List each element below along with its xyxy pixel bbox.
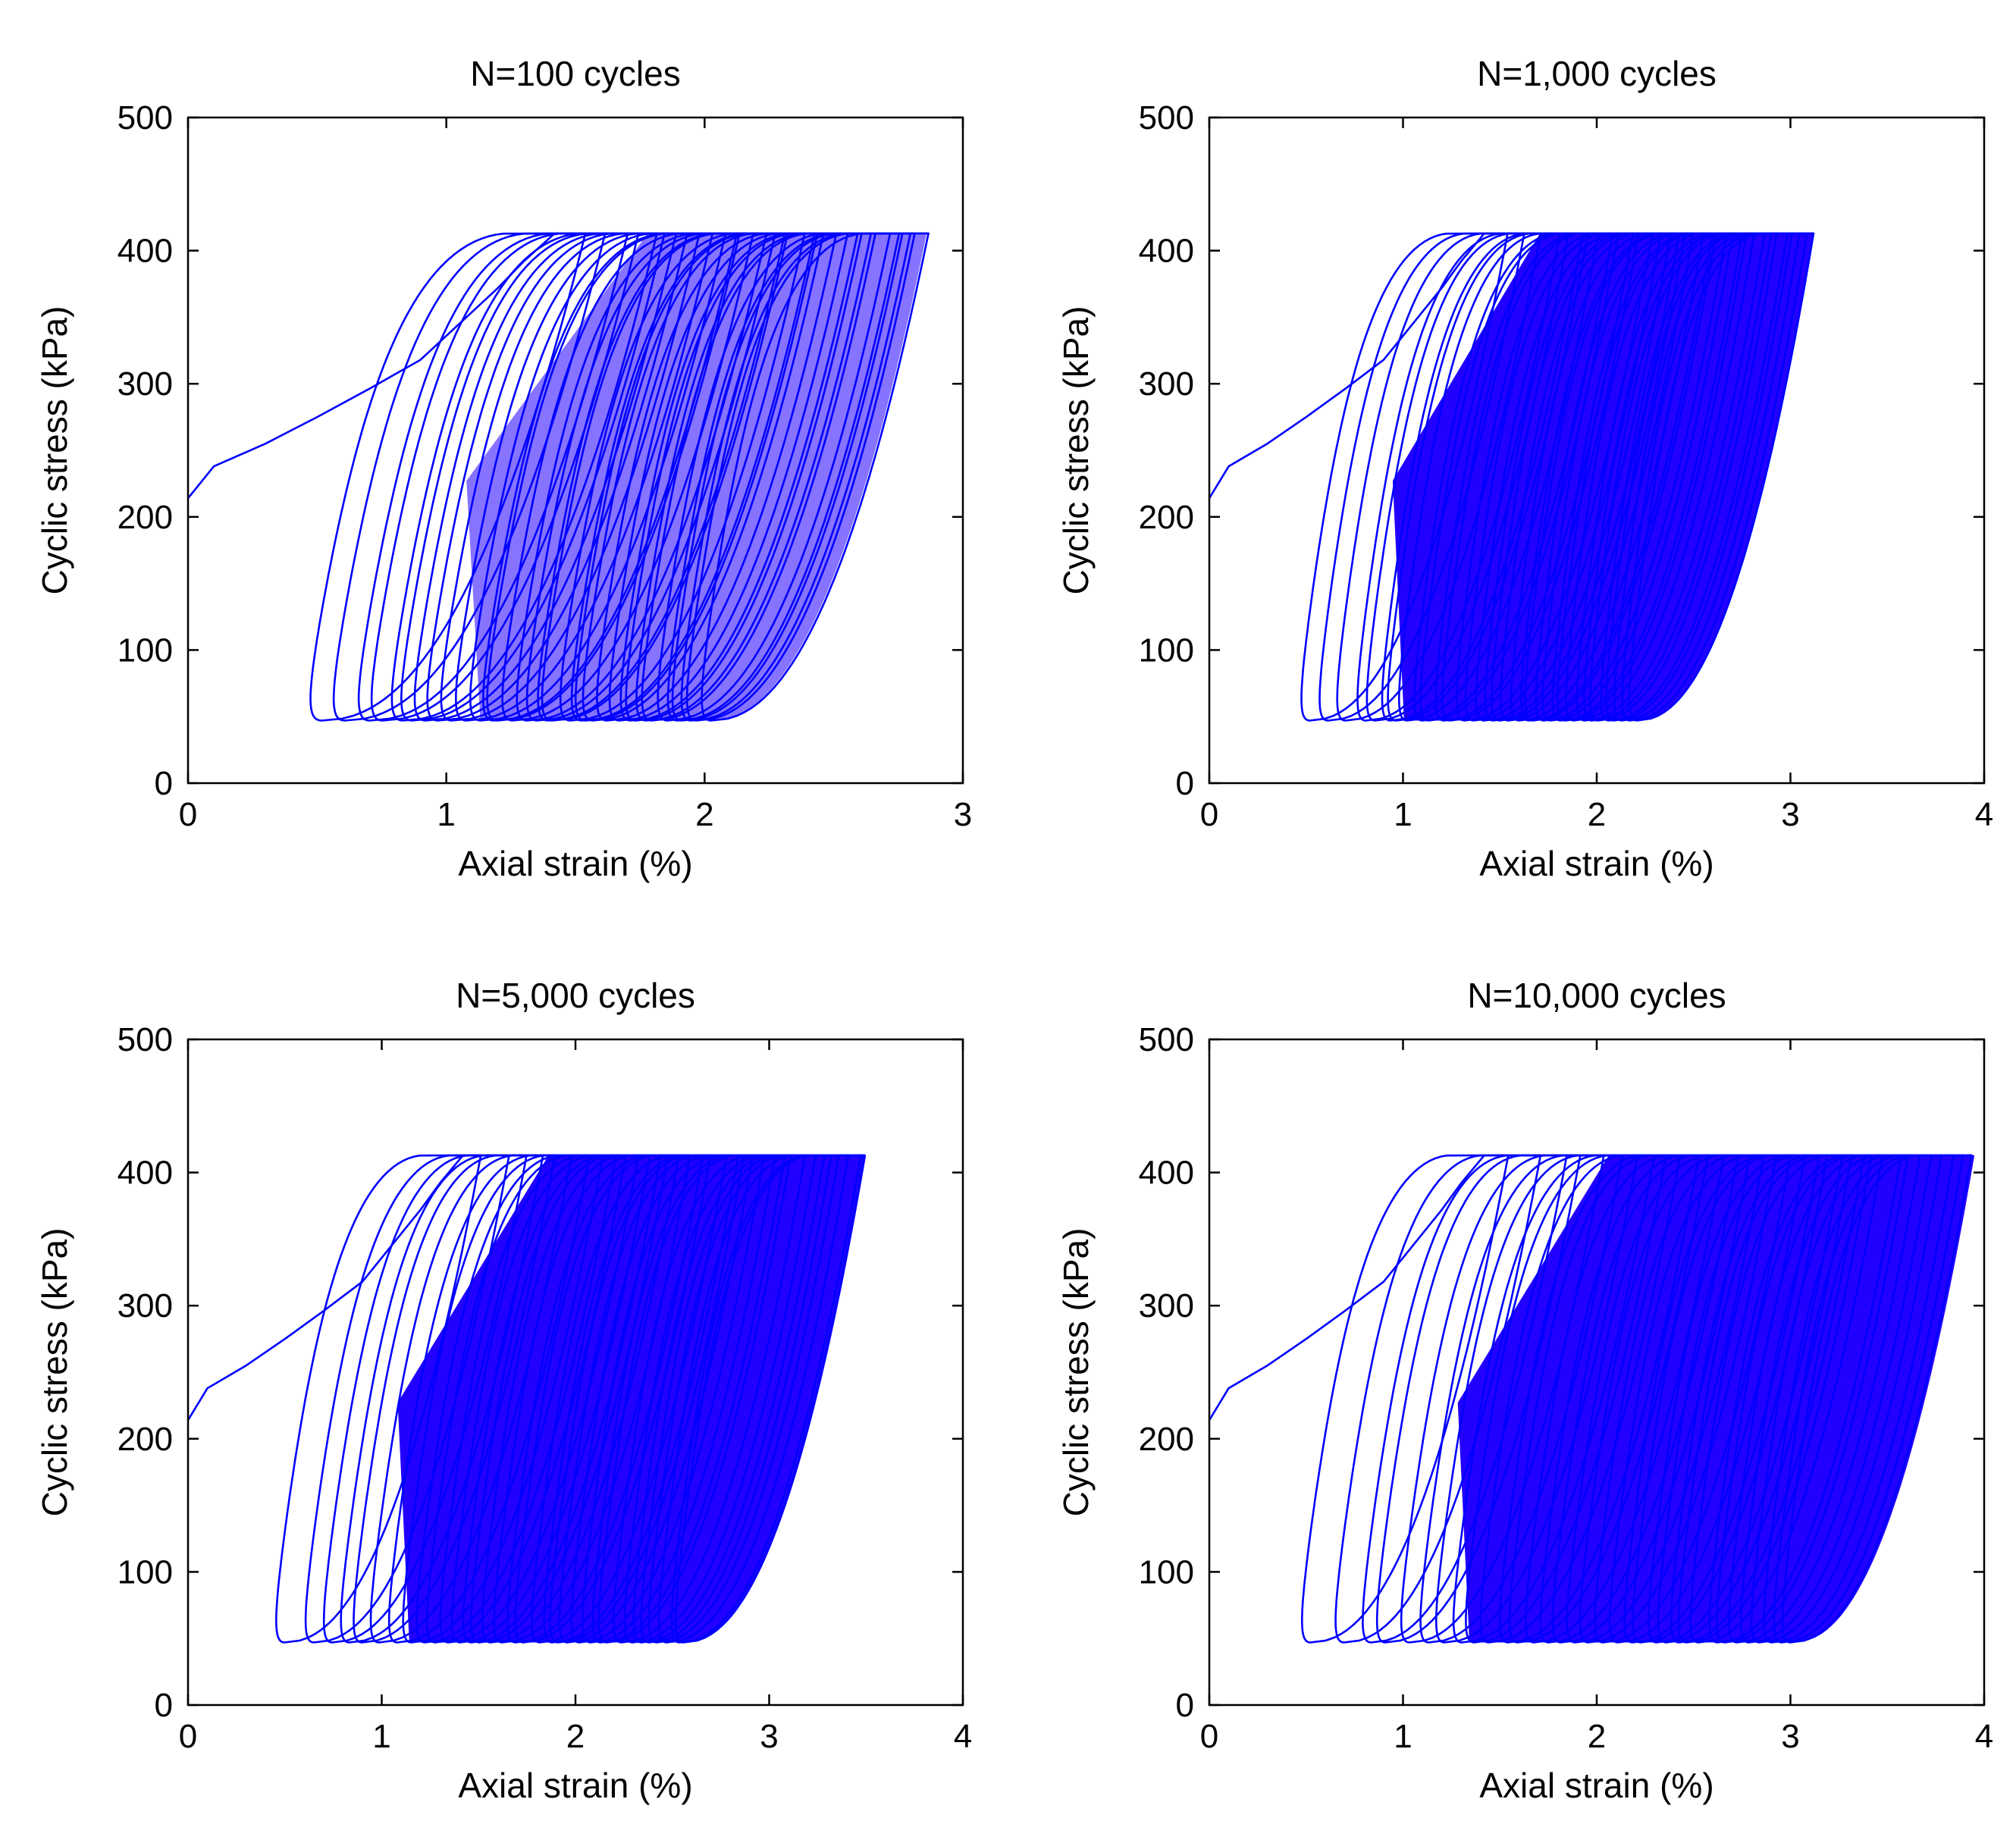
x-tick-label: 1 bbox=[437, 796, 455, 833]
initial-loading-curve bbox=[188, 232, 556, 500]
y-axis-label: Cyclic stress (kPa) bbox=[1056, 1228, 1096, 1517]
x-tick-label: 3 bbox=[954, 796, 972, 833]
x-tick-label: 4 bbox=[954, 1718, 972, 1755]
y-tick-label: 100 bbox=[1139, 632, 1194, 669]
y-tick-label: 500 bbox=[118, 99, 173, 136]
y-tick-label: 200 bbox=[1139, 1421, 1194, 1458]
x-tick-label: 2 bbox=[695, 796, 713, 833]
hysteresis-loop bbox=[1628, 232, 1815, 722]
chart-svg: 0 1 2 3 4 0 100 200 300 400 500 N=5,000 cycles Axial… bbox=[35, 976, 972, 1805]
x-tick-label: 4 bbox=[1975, 796, 1993, 833]
x-tick-label: 2 bbox=[1588, 796, 1606, 833]
y-tick-label: 500 bbox=[1139, 99, 1194, 136]
initial-loading-curve bbox=[188, 1154, 464, 1421]
y-tick-label: 400 bbox=[118, 233, 173, 270]
x-tick-label: 2 bbox=[566, 1718, 585, 1755]
plot-area bbox=[188, 232, 930, 722]
y-tick-label: 300 bbox=[118, 365, 173, 403]
chart-panel-n10000: 0 1 2 3 4 0 100 200 300 400 500 N=10,000 cycles Axia… bbox=[1056, 976, 1993, 1805]
chart-svg: 0 1 2 3 4 0 100 200 300 400 500 N=1,000 cycles Axial… bbox=[1056, 54, 1993, 883]
initial-loading-curve bbox=[1209, 1154, 1485, 1421]
x-tick-label: 0 bbox=[179, 796, 197, 833]
y-tick-label: 400 bbox=[118, 1155, 173, 1192]
chart-title: N=5,000 cycles bbox=[456, 976, 695, 1015]
y-tick-label: 0 bbox=[155, 1687, 173, 1724]
y-tick-label: 300 bbox=[118, 1287, 173, 1324]
y-tick-label: 100 bbox=[1139, 1553, 1194, 1591]
plot-area bbox=[1209, 232, 1815, 722]
y-tick-label: 500 bbox=[118, 1021, 173, 1058]
y-tick-label: 300 bbox=[1139, 365, 1194, 403]
y-tick-label: 400 bbox=[1139, 1155, 1194, 1192]
x-tick-label: 3 bbox=[1781, 1718, 1799, 1755]
hysteresis-loop bbox=[674, 1154, 866, 1644]
chart-panel-n1000: 0 1 2 3 4 0 100 200 300 400 500 N=1,000 cycles Axial… bbox=[1056, 54, 1993, 883]
x-tick-label: 2 bbox=[1588, 1718, 1606, 1755]
chart-svg: 0 1 2 3 4 0 100 200 300 400 500 N=10,000 cycles Axia… bbox=[1056, 976, 1993, 1805]
y-axis-label: Cyclic stress (kPa) bbox=[35, 306, 74, 595]
hysteresis-loop bbox=[701, 232, 930, 722]
y-tick-label: 300 bbox=[1139, 1287, 1194, 1324]
y-tick-label: 0 bbox=[155, 765, 173, 802]
x-tick-label: 0 bbox=[179, 1718, 197, 1755]
plot-area bbox=[1209, 1154, 1975, 1644]
x-tick-label: 0 bbox=[1200, 796, 1218, 833]
x-tick-label: 1 bbox=[1394, 796, 1412, 833]
x-tick-label: 4 bbox=[1975, 1718, 1993, 1755]
dense-cycle-band bbox=[1457, 1155, 1975, 1643]
hysteresis-loop bbox=[1782, 1154, 1973, 1644]
chart-panel-n100: 0 1 2 3 0 100 200 300 400 500 N=100 cycles Axial st… bbox=[35, 54, 972, 883]
y-tick-label: 400 bbox=[1139, 233, 1194, 270]
x-tick-label: 0 bbox=[1200, 1718, 1218, 1755]
y-tick-label: 0 bbox=[1176, 1687, 1194, 1724]
y-tick-label: 200 bbox=[118, 499, 173, 536]
y-tick-label: 100 bbox=[118, 1553, 173, 1591]
x-axis-label: Axial strain (%) bbox=[458, 844, 692, 883]
chart-title: N=10,000 cycles bbox=[1467, 976, 1726, 1015]
y-tick-label: 200 bbox=[1139, 499, 1194, 536]
y-tick-label: 200 bbox=[118, 1421, 173, 1458]
x-axis-label: Axial strain (%) bbox=[1479, 1766, 1713, 1805]
chart-panel-n5000: 0 1 2 3 4 0 100 200 300 400 500 N=5,000 cycles Axial… bbox=[35, 976, 972, 1805]
plot-area bbox=[188, 1154, 867, 1644]
x-tick-label: 1 bbox=[372, 1718, 390, 1755]
chart-title: N=1,000 cycles bbox=[1477, 54, 1717, 93]
initial-loading-curve bbox=[1209, 232, 1485, 499]
chart-svg: 0 1 2 3 0 100 200 300 400 500 N=100 cycles Axial st… bbox=[35, 54, 972, 883]
y-axis-label: Cyclic stress (kPa) bbox=[1056, 306, 1096, 595]
y-tick-label: 500 bbox=[1139, 1021, 1194, 1058]
axes-frame bbox=[187, 116, 964, 785]
y-tick-label: 0 bbox=[1176, 765, 1194, 802]
x-tick-label: 1 bbox=[1394, 1718, 1412, 1755]
x-tick-label: 3 bbox=[760, 1718, 778, 1755]
x-tick-label: 3 bbox=[1781, 796, 1799, 833]
x-axis-label: Axial strain (%) bbox=[1479, 844, 1713, 883]
chart-title: N=100 cycles bbox=[470, 54, 680, 93]
y-axis-label: Cyclic stress (kPa) bbox=[35, 1228, 74, 1517]
y-tick-label: 100 bbox=[118, 632, 173, 669]
x-axis-label: Axial strain (%) bbox=[458, 1766, 692, 1805]
dense-cycle-band bbox=[397, 1155, 867, 1643]
